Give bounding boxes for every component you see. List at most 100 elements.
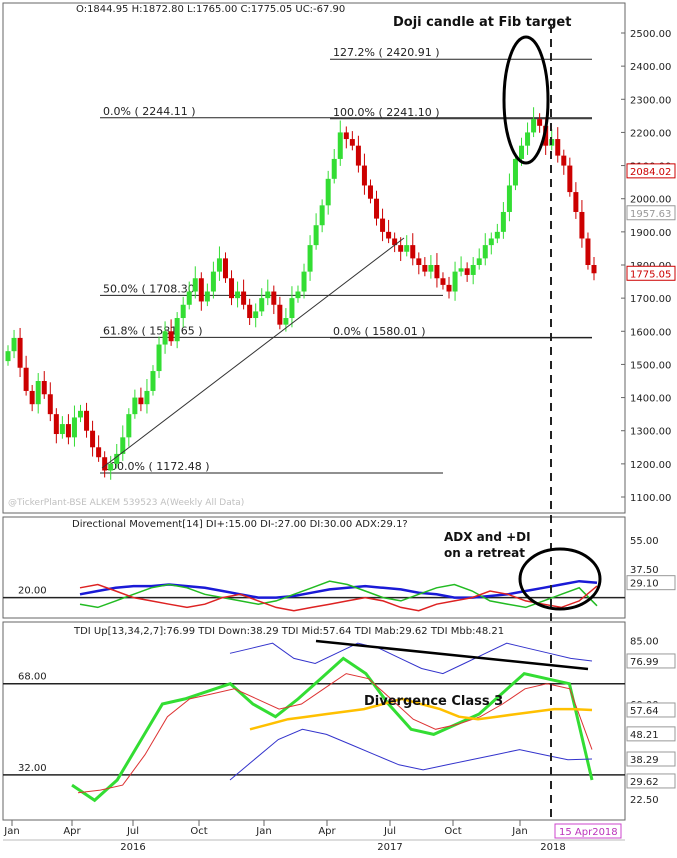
tdi-series: 68.00 32.00 (3, 642, 625, 803)
candle-body (446, 284, 452, 292)
tdi-annotation: Divergence Class 3 (364, 694, 503, 709)
dmi-title: Directional Movement[14] DI+:15.00 DI-:2… (72, 519, 408, 530)
candle-body (307, 245, 313, 272)
price-ytick-label: 1300.00 (630, 427, 671, 438)
candle-body (23, 367, 29, 391)
fib-level-label: 0.0% ( 1580.01 ) (333, 325, 426, 338)
candle-body (65, 424, 71, 438)
fib-level-label: 100.0% ( 2241.10 ) (333, 106, 440, 119)
xtick-label: Apr (318, 826, 336, 837)
candle-body (29, 390, 35, 405)
candle-body (204, 291, 210, 302)
candle-body (5, 351, 11, 362)
candle-body (174, 318, 180, 342)
candle-body (235, 291, 241, 299)
trend-line (101, 237, 405, 469)
candle-body (470, 265, 476, 275)
price-ytick-label: 2200.00 (630, 128, 671, 139)
candle-body (525, 132, 531, 146)
candle-body (126, 414, 132, 438)
fib-level-label: 0.0% ( 2244.11 ) (103, 105, 196, 118)
tdi-badge-bg (626, 751, 676, 767)
candle-body (428, 265, 434, 272)
candle-body (114, 453, 120, 464)
candle-body (519, 145, 525, 159)
candle-body (512, 158, 518, 186)
candle-body (17, 337, 23, 368)
candle-body (102, 457, 108, 471)
fib-level-label: 61.8% ( 1581.65 ) (103, 324, 203, 337)
tdi-ytick-label: 22.50 (630, 795, 659, 806)
xtick-label: Jan (3, 826, 19, 837)
date-badge-bg (554, 823, 622, 839)
divergence-line (315, 639, 589, 671)
candle-body (229, 278, 235, 299)
dmi-series: 20.00 (3, 579, 625, 612)
candle-body (482, 245, 488, 259)
candle-body (361, 165, 367, 186)
candle-body (319, 205, 325, 226)
candle-body (144, 390, 150, 405)
dmi-badge-bg (626, 575, 676, 591)
price-ytick-label: 1600.00 (630, 327, 671, 338)
tdi-line-tdi-down (229, 728, 593, 781)
tdi-badge-bg (626, 726, 676, 742)
tdi-title: TDI Up[13,34,2,7]:76.99 TDI Down:38.29 T… (73, 626, 504, 637)
candle-body (434, 265, 440, 279)
candle-body (392, 238, 398, 246)
candle-body (355, 145, 361, 166)
price-badge-bg (626, 205, 676, 221)
candle-body (138, 397, 144, 405)
candle-body (537, 119, 543, 126)
candle-body (47, 394, 53, 415)
xtick-label: Jan (511, 826, 527, 837)
price-panel-frame (2, 2, 626, 514)
price-ytick-label: 1200.00 (630, 460, 671, 471)
candle-body (410, 245, 416, 259)
candle-body (500, 211, 506, 232)
tdi-ref-label: 68.00 (18, 672, 47, 683)
candle-body (162, 331, 168, 345)
candle-body (301, 271, 307, 292)
candle-body (325, 178, 331, 206)
tdi-badge-label: 38.29 (630, 755, 659, 766)
candle-body (494, 231, 500, 239)
price-badge-label: 1957.63 (630, 209, 671, 220)
tdi-line-tdi-mid (249, 697, 593, 731)
tdi-badge-label: 76.99 (630, 657, 659, 668)
candle-body (380, 218, 386, 232)
candle-body (180, 304, 186, 319)
candle-body (337, 132, 343, 159)
candle-body (71, 417, 77, 438)
candle-body (277, 304, 283, 325)
candle-body (198, 278, 204, 302)
candle-body (283, 318, 289, 325)
date-badge: 15 Apr2018 (559, 827, 618, 838)
candle-body (458, 268, 464, 272)
doji-highlight-circle (502, 35, 550, 165)
candle-body (591, 265, 597, 274)
fib-level-label: 50.0% ( 1708.30 ) (103, 282, 203, 295)
tdi-badge-label: 57.64 (630, 706, 659, 717)
fib-level-label: 127.2% ( 2420.91 ) (333, 46, 440, 59)
candle-body (374, 198, 380, 219)
candle-body (35, 381, 41, 405)
dmi-ref-label: 20.00 (18, 586, 47, 597)
candle-body (96, 447, 102, 458)
candle-body (90, 430, 96, 448)
candle-body (506, 185, 512, 212)
candle-body (367, 185, 373, 199)
candle-body (108, 463, 114, 471)
candle-body (295, 291, 301, 299)
price-ytick-label: 1100.00 (630, 493, 671, 504)
candle-body (247, 304, 253, 319)
tdi-ytick-label: 85.00 (630, 637, 659, 648)
candle-body (259, 298, 265, 312)
year-label: 2016 (120, 842, 145, 853)
dmi-line-diminus (79, 583, 598, 612)
price-ytick-label: 2400.00 (630, 62, 671, 73)
price-ytick-label: 1700.00 (630, 294, 671, 305)
